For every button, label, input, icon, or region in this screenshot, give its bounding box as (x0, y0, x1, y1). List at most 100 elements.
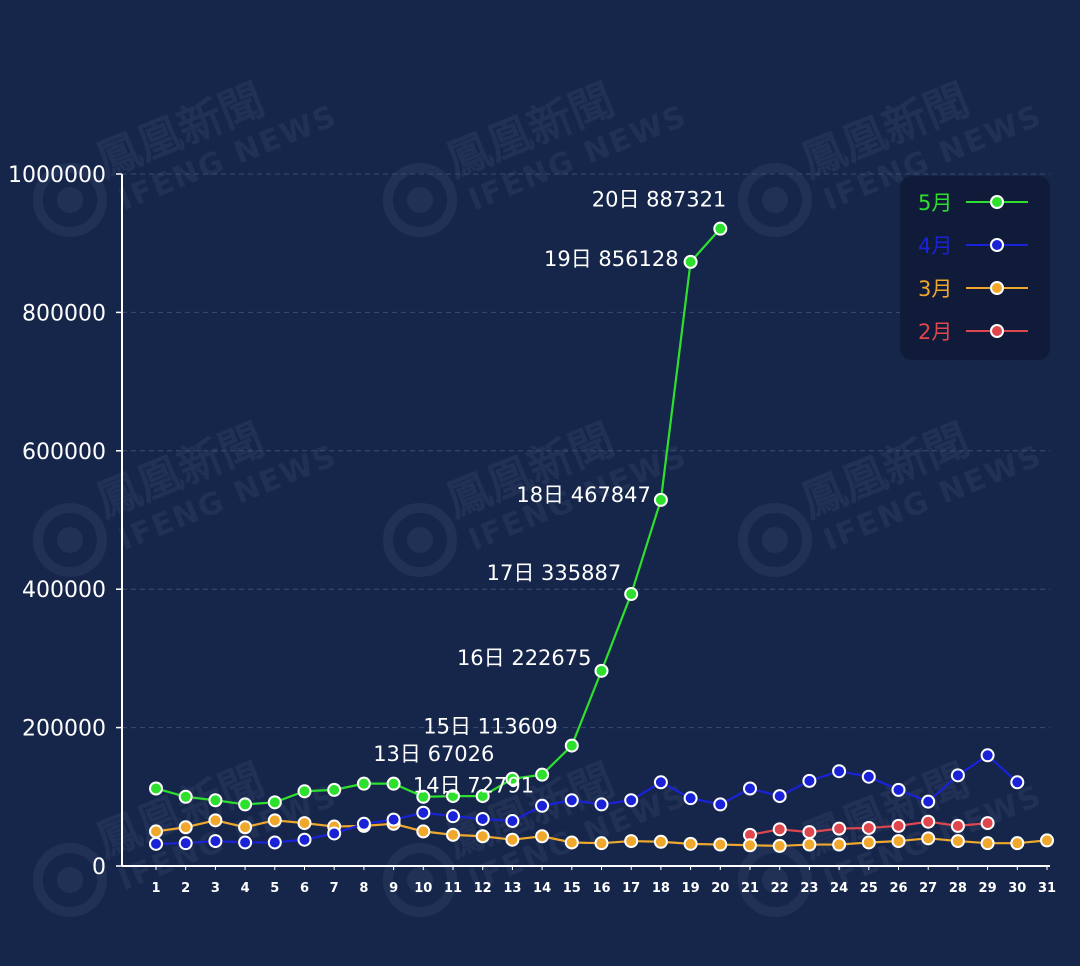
data-point (921, 831, 936, 846)
data-point (772, 822, 787, 837)
data-point (178, 820, 193, 835)
data-point (861, 835, 876, 850)
y-tick-label: 800000 (22, 301, 106, 326)
data-point (446, 809, 460, 824)
data-point (980, 816, 995, 831)
data-point (238, 820, 253, 835)
legend-label: 5月 (918, 191, 952, 215)
annotation-label: 16日 222675 (457, 646, 592, 670)
data-point (950, 768, 965, 783)
data-point (594, 836, 609, 851)
data-point (743, 781, 757, 796)
logo-icon-core (762, 527, 788, 553)
logo-icon-core (407, 867, 433, 893)
x-tick-label: 18 (652, 881, 670, 896)
data-point (950, 834, 965, 849)
data-point (624, 834, 639, 849)
x-tick-label: 3 (211, 881, 220, 896)
x-tick-label: 6 (300, 881, 309, 896)
data-point (624, 587, 639, 602)
x-tick-label: 24 (830, 881, 848, 896)
data-point (653, 775, 668, 790)
y-tick-label: 400000 (22, 578, 106, 603)
logo-icon (383, 163, 457, 237)
legend-marker (990, 195, 1004, 209)
data-point (713, 837, 728, 852)
data-point (505, 771, 520, 786)
data-point (356, 816, 371, 831)
data-point (594, 797, 609, 812)
data-point (475, 829, 490, 844)
data-point (772, 789, 787, 804)
logo-icon-core (57, 527, 83, 553)
x-tick-label: 19 (682, 881, 700, 896)
legend-label: 3月 (918, 277, 952, 301)
logo-icon (33, 843, 107, 917)
data-point (386, 812, 401, 827)
x-tick-label: 25 (860, 881, 878, 896)
data-point (564, 793, 579, 808)
annotation-label: 15日 113609 (423, 715, 558, 739)
y-tick-label: 200000 (22, 717, 106, 742)
data-point (475, 789, 490, 804)
data-point (950, 818, 965, 833)
x-tick-label: 20 (711, 881, 729, 896)
data-point (683, 836, 698, 851)
data-point (149, 836, 163, 851)
data-point (505, 814, 520, 829)
x-tick-label: 28 (949, 881, 967, 896)
data-point (267, 835, 282, 850)
data-point (861, 769, 876, 784)
data-point (921, 794, 936, 809)
annotation-label: 17日 335887 (487, 561, 622, 585)
series (149, 221, 1054, 853)
data-point (564, 835, 579, 850)
data-point (416, 805, 431, 820)
x-tick-label: 15 (563, 881, 581, 896)
data-point (208, 834, 223, 849)
data-point (861, 820, 876, 835)
legend: 5月 4月 3月 2月 (900, 176, 1050, 360)
data-point (297, 784, 312, 799)
x-tick-label: 2 (181, 881, 190, 896)
legend-marker (990, 324, 1004, 338)
x-tick-label: 16 (592, 881, 610, 896)
x-tick-label: 30 (1008, 881, 1026, 896)
annotation-label: 19日 856128 (544, 247, 679, 271)
x-tick-label: 7 (330, 881, 339, 896)
x-tick-label: 8 (359, 881, 368, 896)
data-point (832, 837, 847, 852)
x-tick-label: 17 (622, 881, 640, 896)
logo-icon (383, 503, 457, 577)
x-tick-label: 10 (414, 881, 432, 896)
legend-box (900, 176, 1050, 360)
data-point (713, 797, 728, 812)
y-tick-label: 600000 (22, 440, 106, 465)
x-tick-label: 21 (741, 881, 759, 896)
x-tick-label: 5 (270, 881, 279, 896)
x-tick-label: 1 (151, 881, 160, 896)
x-tick-label: 27 (919, 881, 937, 896)
x-tick-label: 23 (800, 881, 818, 896)
data-point (891, 782, 906, 797)
data-point (178, 836, 193, 851)
data-point (475, 811, 490, 826)
y-tick-label: 1000000 (8, 163, 106, 188)
logo-icon-core (407, 187, 433, 213)
data-point (535, 829, 550, 844)
data-point (802, 825, 817, 840)
data-point (594, 663, 609, 678)
annotations: 13日 67026 14日 72791 15日 113609 16日 222675 17… (373, 188, 726, 798)
y-tick-label: 0 (92, 855, 106, 880)
data-point (921, 814, 936, 829)
data-point (297, 816, 312, 831)
x-tick-label: 26 (889, 881, 907, 896)
annotation-label: 20日 887321 (592, 188, 727, 212)
